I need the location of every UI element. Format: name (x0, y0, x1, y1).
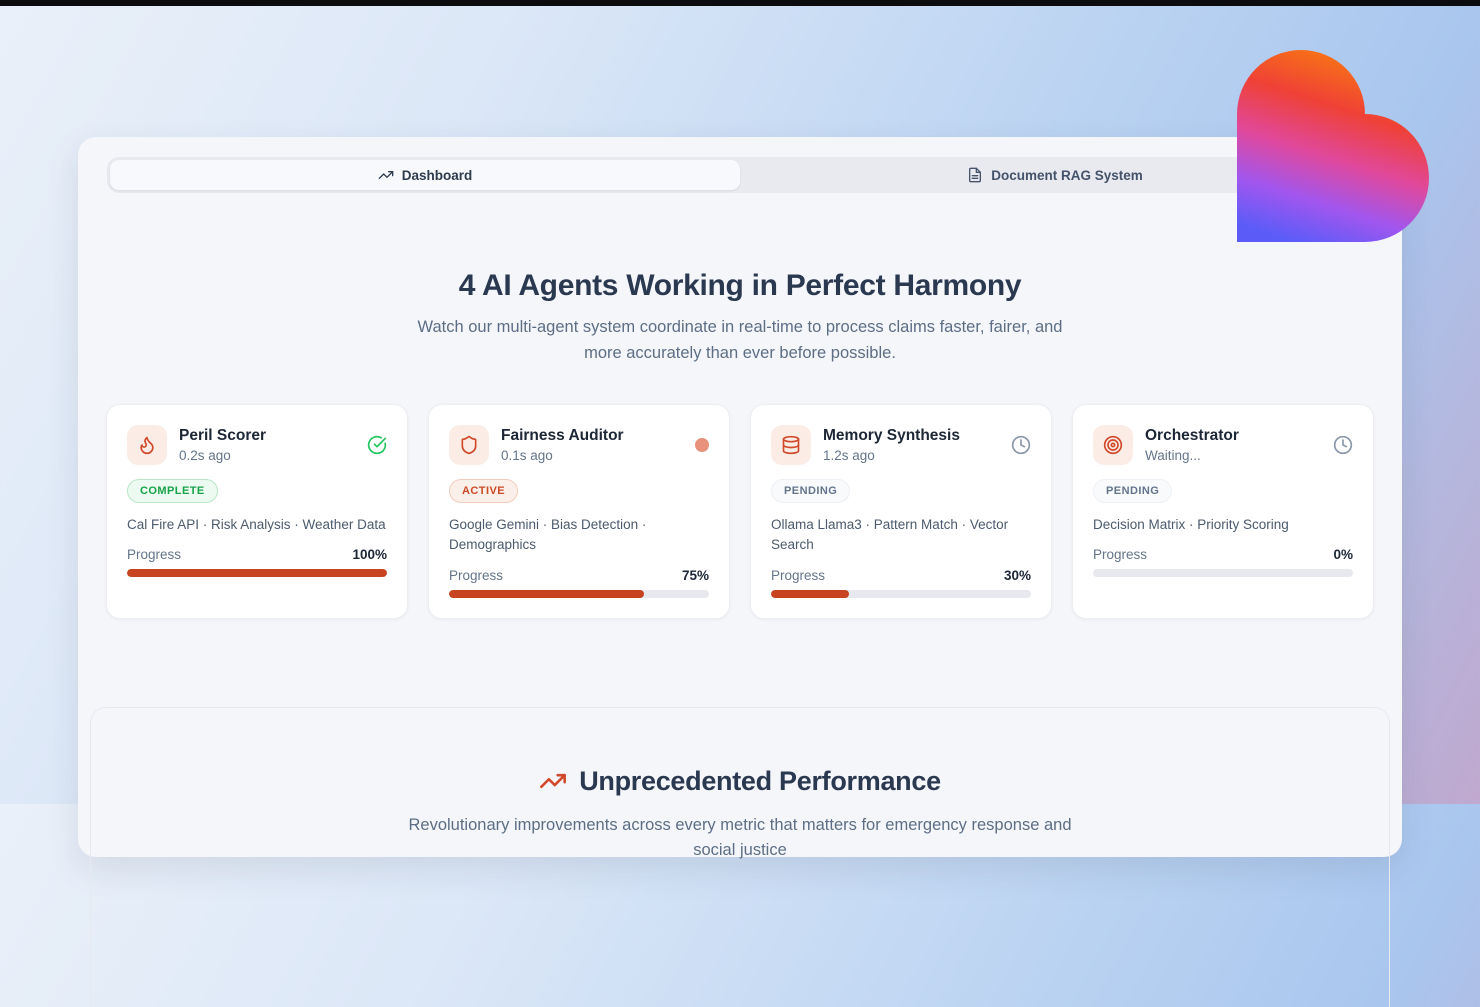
progress-bar (127, 569, 387, 578)
tab-document-rag-label: Document RAG System (991, 167, 1143, 183)
agent-card-header: Orchestrator Waiting... (1093, 425, 1353, 466)
agent-last-update: Waiting... (1145, 448, 1201, 464)
agent-card-memory-synthesis: Memory Synthesis 1.2s ago PENDING Ollama… (750, 404, 1052, 619)
progress-bar (771, 589, 1031, 598)
agent-card-peril-scorer: Peril Scorer 0.2s ago COMPLETE Cal Fire … (106, 404, 408, 619)
agent-last-update: 1.2s ago (823, 448, 875, 464)
status-badge: COMPLETE (127, 479, 218, 504)
shield-icon (449, 425, 489, 466)
trending-up-icon (378, 171, 394, 179)
agent-card-fairness-auditor: Fairness Auditor 0.1s ago ACTIVE Google … (428, 404, 730, 619)
progress-bar-fill (771, 589, 849, 598)
clock-icon (1333, 435, 1353, 455)
agent-cards-row: Peril Scorer 0.2s ago COMPLETE Cal Fire … (106, 404, 1374, 619)
performance-title: Unprecedented Performance (579, 765, 941, 796)
progress-label: Progress (449, 567, 504, 583)
performance-section: Unprecedented Performance Revolutionary … (90, 706, 1390, 1007)
page-title: 4 AI Agents Working in Perfect Harmony (458, 269, 1022, 302)
agent-name: Orchestrator (1145, 427, 1239, 445)
agent-last-update: 0.1s ago (501, 448, 553, 464)
agent-tools: Decision Matrix · Priority Scoring (1093, 517, 1289, 533)
page-subtitle: Watch our multi-agent system coordinate … (417, 318, 1063, 362)
progress-bar (449, 589, 709, 598)
check-circle-icon (367, 435, 387, 455)
progress-percent: 75% (681, 567, 709, 583)
heart-logo (1237, 50, 1429, 242)
performance-title-row: Unprecedented Performance (91, 766, 1389, 797)
database-icon (771, 425, 811, 466)
agent-name: Peril Scorer (179, 427, 267, 445)
progress-bar (1093, 569, 1353, 578)
progress-bar-fill (127, 569, 387, 578)
progress-percent: 100% (352, 547, 387, 563)
progress-percent: 0% (1333, 547, 1353, 563)
target-icon (1093, 425, 1133, 466)
agent-card-header: Peril Scorer 0.2s ago (127, 425, 387, 466)
progress-label: Progress (771, 567, 826, 583)
agent-tools: Cal Fire API · Risk Analysis · Weather D… (127, 517, 386, 533)
trending-up-icon (540, 774, 567, 789)
agent-name: Fairness Auditor (501, 427, 624, 445)
main-panel: Dashboard Document RAG System 4 AI Agent… (78, 137, 1402, 1007)
active-dot-icon (695, 438, 709, 453)
agent-card-header: Memory Synthesis 1.2s ago (771, 425, 1031, 466)
progress-percent: 30% (1003, 567, 1031, 583)
status-badge: PENDING (771, 479, 851, 504)
agent-card-orchestrator: Orchestrator Waiting... PENDING Decision… (1072, 404, 1374, 619)
document-icon (969, 167, 982, 183)
status-badge: ACTIVE (449, 479, 519, 504)
agent-tools: Ollama Llama3 · Pattern Match · Vector S… (771, 517, 1009, 553)
agent-last-update: 0.2s ago (179, 448, 231, 464)
progress-label: Progress (1093, 547, 1148, 563)
tab-bar: Dashboard Document RAG System (107, 157, 1373, 193)
tab-document-rag-system[interactable]: Document RAG System (740, 160, 1370, 190)
tab-dashboard[interactable]: Dashboard (110, 160, 740, 190)
flame-icon (127, 425, 167, 466)
agent-name: Memory Synthesis (823, 427, 960, 445)
clock-icon (1011, 435, 1031, 455)
progress-bar-fill (449, 589, 644, 598)
performance-subtitle: Revolutionary improvements across every … (408, 815, 1072, 860)
agent-tools: Google Gemini · Bias Detection · Demogra… (449, 517, 647, 553)
tab-dashboard-label: Dashboard (401, 167, 473, 183)
top-black-bar (0, 0, 1480, 6)
agent-card-header: Fairness Auditor 0.1s ago (449, 425, 709, 466)
status-badge: PENDING (1093, 479, 1173, 504)
progress-label: Progress (127, 547, 182, 563)
